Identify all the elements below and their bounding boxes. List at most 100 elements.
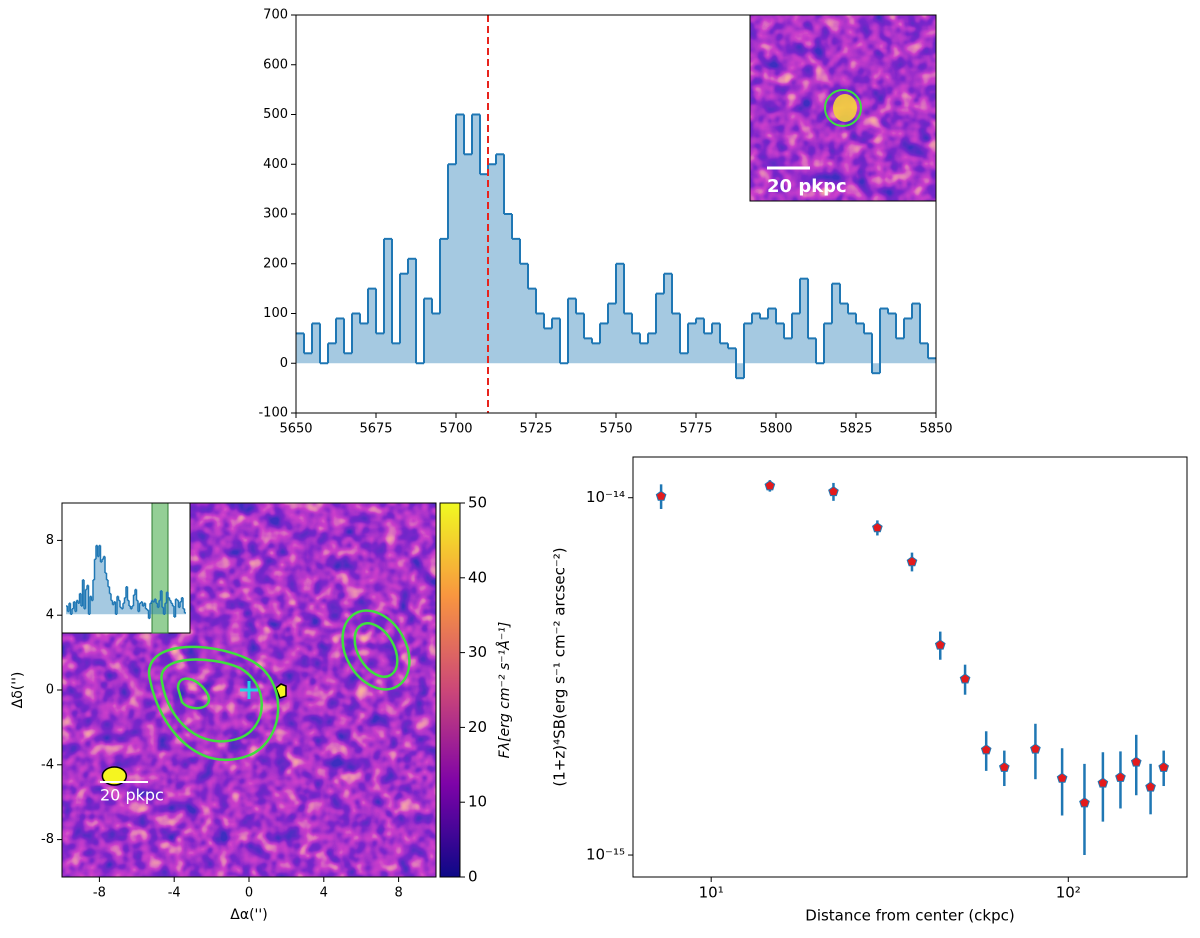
- data-point: [1097, 777, 1109, 788]
- bin-fill: [100, 562, 102, 615]
- x-tick-label: 5725: [519, 422, 552, 437]
- bin-fill: [78, 603, 80, 615]
- bin-fill: [840, 303, 848, 364]
- bin-fill: [178, 607, 180, 615]
- bin-fill: [856, 323, 864, 364]
- bin-fill: [464, 154, 472, 364]
- y-tick-label: 100: [263, 306, 288, 321]
- bin-fill: [336, 318, 344, 364]
- contour: [176, 677, 211, 710]
- bin-fill: [368, 288, 376, 364]
- bin-fill: [180, 601, 182, 615]
- bin-fill: [151, 600, 153, 615]
- bin-fill: [648, 333, 656, 364]
- x-tick-label: 5650: [279, 422, 312, 437]
- bin-fill: [728, 348, 736, 364]
- bin-fill: [312, 323, 320, 364]
- bin-fill: [480, 174, 488, 364]
- bin-fill: [800, 278, 808, 364]
- bin-fill: [169, 600, 171, 615]
- bin-fill: [832, 283, 840, 364]
- y-tick-label: 200: [263, 256, 288, 271]
- bin-fill: [640, 343, 648, 364]
- colorbar-tick-label: 10: [468, 793, 487, 811]
- data-point: [828, 486, 839, 497]
- y-tick-label: -8: [41, 832, 54, 847]
- bin-fill: [120, 607, 122, 615]
- center-cross: [240, 681, 258, 699]
- bin-fill: [616, 263, 624, 364]
- bin-fill: [154, 599, 156, 615]
- x-tick-label: 5750: [599, 422, 632, 437]
- x-tick-label: 10²: [1056, 884, 1081, 902]
- data-point: [872, 522, 883, 533]
- bin-fill: [456, 114, 464, 364]
- bin-fill: [132, 606, 134, 615]
- bin-fill: [864, 333, 872, 364]
- bin-fill: [296, 333, 304, 364]
- bin-fill: [744, 323, 752, 364]
- bin-fill: [392, 343, 400, 364]
- bin-fill: [105, 573, 107, 615]
- bin-fill: [129, 606, 131, 615]
- bin-fill: [752, 313, 760, 364]
- bin-fill: [872, 363, 880, 374]
- x-tick-label: 5675: [359, 422, 392, 437]
- bin-fill: [157, 607, 159, 615]
- bin-fill: [103, 556, 105, 615]
- bin-fill: [544, 328, 552, 364]
- colorbar-tick-label: 20: [468, 718, 487, 736]
- bin-fill: [432, 313, 440, 364]
- aperture: [824, 89, 862, 127]
- y-tick-label: 0: [46, 683, 54, 698]
- bin-fill: [520, 263, 528, 364]
- bin-fill: [592, 343, 600, 364]
- bin-fill: [760, 318, 768, 364]
- source-blob: [833, 94, 857, 122]
- x-axis-label: Δα(''): [230, 907, 267, 923]
- bin-fill: [720, 343, 728, 364]
- bin-fill: [108, 586, 110, 615]
- y-tick-label: 10⁻¹⁴: [586, 488, 625, 506]
- bin-fill: [696, 318, 704, 364]
- bin-fill: [448, 164, 456, 364]
- bin-fill: [768, 308, 776, 364]
- bin-fill: [168, 597, 170, 615]
- bin-fill: [808, 338, 816, 364]
- bin-fill: [704, 333, 712, 364]
- y-tick-label: 0: [280, 356, 288, 371]
- bin-fill: [84, 608, 86, 615]
- y-tick-label: 10⁻¹⁵: [586, 846, 625, 864]
- data-point: [934, 639, 946, 650]
- bin-fill: [135, 589, 137, 615]
- scale-label: 20 pkpc: [767, 176, 847, 197]
- bin-fill: [672, 313, 680, 364]
- bin-fill: [568, 298, 576, 364]
- bin-fill: [528, 288, 536, 364]
- bright-blob: [101, 766, 128, 786]
- colorbar-tick-label: 40: [468, 568, 487, 586]
- data-point: [1115, 771, 1126, 782]
- bin-fill: [792, 313, 800, 364]
- bin-fill: [880, 308, 888, 364]
- data-point: [1130, 756, 1142, 767]
- bin-fill: [81, 606, 83, 615]
- bin-fill: [102, 559, 104, 615]
- bin-fill: [472, 114, 480, 364]
- bin-fill: [824, 323, 832, 364]
- bin-fill: [145, 608, 147, 615]
- bin-fill: [97, 556, 99, 615]
- bin-fill: [536, 313, 544, 364]
- y-tick-label: 8: [46, 533, 54, 548]
- y-axis-label: (1+z)⁴SB(erg s⁻¹ cm⁻² arcsec⁻²): [551, 547, 569, 786]
- y-tick-label: 700: [263, 8, 288, 23]
- bin-fill: [512, 238, 520, 364]
- bin-fill: [109, 593, 111, 615]
- profile-panel: 10¹ 10² 10⁻¹⁵ 10⁻¹⁴ Distance from center (ck…: [551, 456, 1188, 925]
- bin-fill: [776, 323, 784, 364]
- contour: [147, 645, 280, 762]
- y-tick-label: 400: [263, 157, 288, 172]
- spectrum-panel: 20 pkpc 5650 5675 5700 5725 5750 5775 5800 5825 5…: [258, 8, 952, 437]
- black-contour: [275, 683, 287, 699]
